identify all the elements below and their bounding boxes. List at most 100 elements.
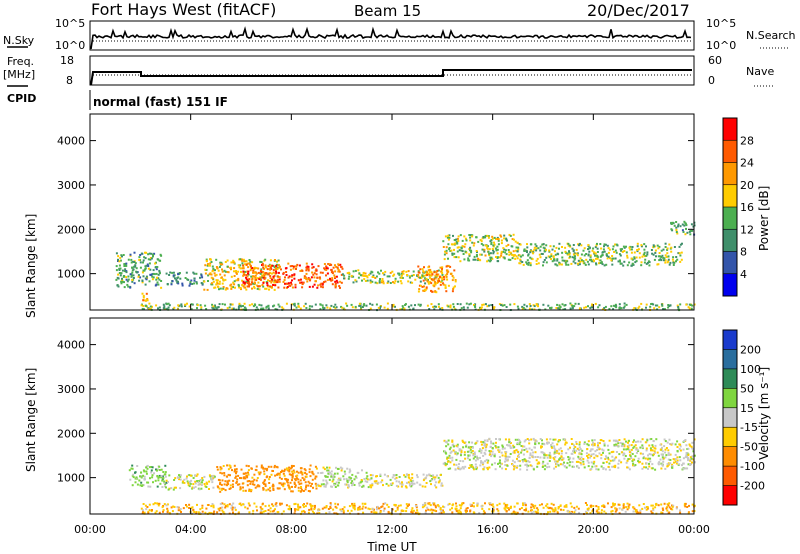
heatmap-cell — [684, 233, 687, 236]
heatmap-cell — [455, 502, 457, 505]
heatmap-cell — [649, 457, 652, 460]
heatmap-cell — [630, 457, 633, 460]
heatmap-cell — [223, 472, 226, 474]
heatmap-cell — [517, 307, 520, 310]
heatmap-cell — [638, 461, 641, 464]
heatmap-cell — [645, 245, 647, 248]
heatmap-cell — [686, 467, 689, 470]
heatmap-cell — [611, 263, 614, 266]
heatmap-cell — [616, 445, 619, 447]
heatmap-cell — [159, 272, 161, 275]
heatmap-cell — [399, 280, 402, 283]
colorbar-swatch — [723, 229, 737, 252]
heatmap-cell — [161, 486, 164, 488]
heatmap-cell — [440, 511, 443, 514]
heatmap-cell — [387, 280, 390, 283]
heatmap-cell — [330, 470, 333, 473]
heatmap-cell — [648, 462, 650, 465]
heatmap-cell — [255, 306, 258, 309]
heatmap-cell — [660, 256, 663, 258]
heatmap-cell — [533, 446, 536, 449]
heatmap-cell — [542, 452, 545, 455]
heatmap-cell — [213, 272, 216, 275]
heatmap-cell — [603, 510, 606, 513]
heatmap-cell — [422, 271, 425, 274]
heatmap-cell — [691, 510, 694, 513]
heatmap-cell — [449, 508, 452, 511]
heatmap-cell — [534, 510, 537, 513]
heatmap-cell — [486, 468, 489, 471]
heatmap-cell — [472, 446, 474, 449]
heatmap-cell — [301, 471, 304, 474]
heatmap-cell — [505, 451, 508, 453]
heatmap-cell — [554, 253, 557, 256]
heatmap-cell — [470, 504, 473, 507]
heatmap-cell — [659, 443, 662, 446]
heatmap-cell — [519, 258, 522, 261]
heatmap-cell — [662, 248, 665, 251]
power-colorbar-label: Power [dB] — [757, 186, 771, 251]
heatmap-cell — [363, 304, 366, 307]
heatmap-cell — [606, 254, 609, 257]
heatmap-cell — [234, 468, 236, 471]
heatmap-cell — [622, 306, 625, 309]
heatmap-cell — [141, 281, 144, 284]
heatmap-cell — [505, 238, 508, 241]
heatmap-cell — [218, 266, 221, 268]
heatmap-cell — [139, 484, 142, 487]
heatmap-cell — [670, 250, 673, 253]
heatmap-cell — [557, 464, 560, 467]
heatmap-cell — [291, 485, 293, 488]
heatmap-cell — [640, 245, 643, 248]
heatmap-cell — [417, 290, 420, 293]
heatmap-cell — [260, 308, 262, 311]
heatmap-cell — [601, 505, 604, 508]
freq-trace — [90, 69, 692, 86]
heatmap-cell — [571, 461, 574, 463]
heatmap-cell — [523, 449, 526, 451]
heatmap-cell — [189, 482, 192, 485]
heatmap-cell — [578, 263, 581, 266]
heatmap-cell — [662, 509, 665, 512]
heatmap-cell — [645, 449, 648, 452]
heatmap-cell — [603, 442, 606, 445]
heatmap-cell — [633, 256, 636, 259]
heatmap-cell — [377, 481, 380, 484]
heatmap-cell — [513, 505, 516, 508]
heatmap-cell — [672, 504, 675, 507]
heatmap-cell — [248, 490, 251, 492]
heatmap-cell — [394, 277, 397, 280]
heatmap-cell — [501, 304, 504, 307]
heatmap-cell — [184, 303, 187, 306]
heatmap-cell — [269, 507, 272, 510]
heatmap-cell — [161, 475, 164, 478]
heatmap-cell — [239, 258, 242, 261]
heatmap-cell — [410, 304, 413, 307]
heatmap-cell — [318, 512, 321, 514]
heatmap-cell — [233, 470, 236, 473]
heatmap-cell — [633, 445, 636, 448]
heatmap-cell — [218, 288, 220, 291]
heatmap-cell — [445, 463, 448, 466]
heatmap-cell — [121, 255, 123, 258]
heatmap-cell — [245, 280, 248, 283]
heatmap-cell — [232, 286, 234, 289]
heatmap-cell — [684, 467, 687, 470]
heatmap-cell — [666, 503, 669, 506]
heatmap-cell — [231, 508, 234, 511]
heatmap-cell — [587, 444, 590, 447]
heatmap-cell — [282, 271, 285, 274]
heatmap-cell — [356, 508, 359, 511]
heatmap-cell — [494, 468, 497, 471]
heatmap-cell — [222, 465, 225, 467]
heatmap-cell — [564, 246, 567, 249]
heatmap-cell — [262, 266, 265, 269]
heatmap-cell — [491, 257, 494, 260]
heatmap-cell — [299, 278, 302, 281]
heatmap-cell — [417, 276, 420, 279]
heatmap-cell — [317, 265, 320, 268]
heatmap-cell — [158, 469, 161, 471]
heatmap-cell — [522, 445, 524, 448]
heatmap-cell — [595, 263, 598, 266]
